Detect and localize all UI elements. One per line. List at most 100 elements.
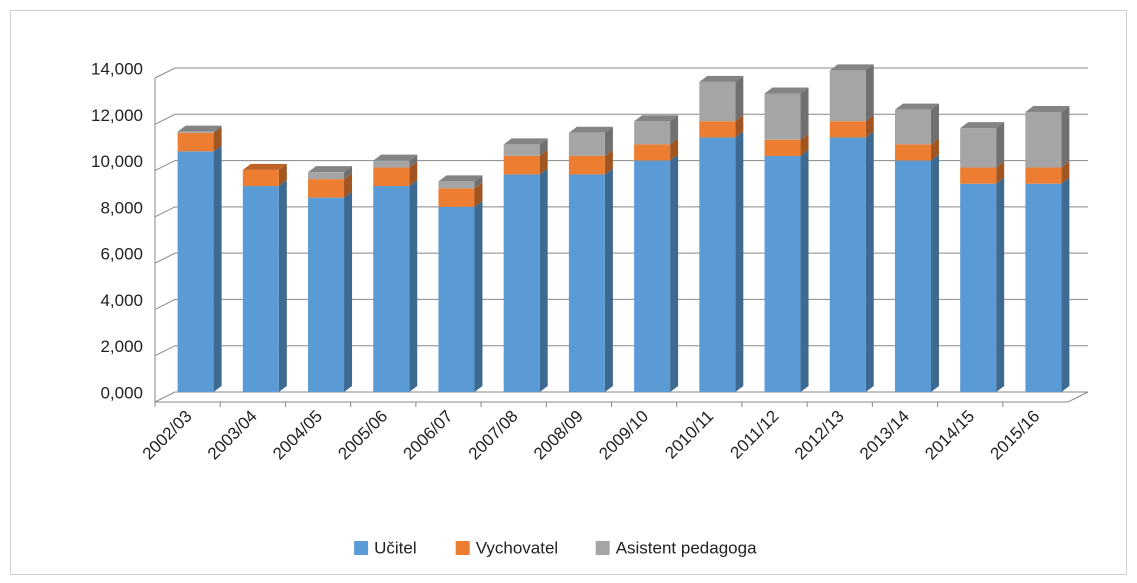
bar [503, 155, 540, 175]
bar-side [930, 138, 939, 161]
legend-label: Asistent pedagoga [616, 538, 757, 557]
bar-side [409, 154, 418, 168]
bar-side [604, 149, 613, 175]
bar [960, 183, 997, 392]
bar-side [865, 131, 874, 392]
bar [699, 81, 736, 122]
bar-side [670, 138, 679, 161]
bar-side [800, 87, 809, 140]
bar-side [865, 115, 874, 138]
bar [1025, 183, 1062, 392]
bar-side [670, 115, 679, 145]
bar [373, 167, 410, 187]
bar-side [344, 173, 353, 198]
bar-top [503, 138, 548, 145]
bar-top [699, 75, 744, 82]
bar [438, 188, 475, 207]
bar [634, 144, 671, 161]
bar [634, 121, 671, 145]
bar [634, 160, 671, 392]
bar [829, 70, 866, 122]
bar [308, 197, 345, 392]
bar-top [634, 115, 679, 122]
legend-label: Vychovatel [476, 538, 559, 557]
y-tick-label: 10,000 [91, 152, 143, 171]
bar-side [930, 103, 939, 145]
bar-side [278, 163, 287, 187]
bar [1025, 111, 1062, 168]
bar [242, 186, 279, 392]
bar [438, 206, 475, 392]
bar-side [474, 182, 483, 207]
bar-top [829, 64, 874, 71]
bar-side [213, 145, 222, 392]
bar-top [894, 103, 939, 110]
bar-top [568, 126, 613, 133]
bar [373, 186, 410, 392]
legend-swatch [354, 541, 369, 555]
bar [764, 139, 801, 156]
bar-side [735, 131, 744, 392]
bar [242, 169, 279, 187]
bar [699, 137, 736, 392]
bar [503, 144, 540, 156]
bar-top [177, 125, 222, 132]
bar-top [764, 87, 809, 94]
bar-top [960, 122, 1005, 129]
bar-side [1061, 161, 1070, 184]
bar-top [242, 163, 287, 170]
legend-swatch [595, 541, 610, 555]
bar-side [539, 168, 548, 392]
legend-swatch [455, 541, 470, 555]
bar-side [865, 64, 874, 122]
bar-side [213, 126, 222, 152]
bar-side [670, 154, 679, 392]
y-tick-label: 14,000 [91, 59, 143, 78]
bar-side [409, 180, 418, 392]
bar [894, 160, 931, 392]
bar [568, 174, 605, 392]
bar-side [996, 177, 1005, 392]
bar [1025, 167, 1062, 184]
bar-side [735, 75, 744, 122]
bar [438, 181, 475, 189]
y-tick-label: 6,000 [100, 245, 143, 264]
bar [308, 172, 345, 180]
bar-side [344, 166, 353, 180]
bar [894, 109, 931, 145]
bar-side [539, 138, 548, 156]
bar-side [1061, 177, 1070, 392]
bar [764, 93, 801, 140]
bar-side [800, 149, 809, 392]
bar [894, 144, 931, 161]
grid-line [154, 67, 1088, 79]
y-tick-label: 4,000 [100, 291, 143, 310]
bar [177, 151, 214, 392]
bar [829, 121, 866, 138]
bar-side [344, 191, 353, 392]
bar-side [604, 126, 613, 156]
legend-label: Učitel [374, 538, 417, 557]
x-axis [155, 391, 1089, 403]
bar [177, 131, 214, 133]
y-tick-label: 2,000 [100, 337, 143, 356]
bar-side [996, 122, 1005, 168]
y-tick-label: 12,000 [91, 106, 143, 125]
bar [829, 137, 866, 392]
bar [764, 155, 801, 392]
bar [960, 128, 997, 168]
bar-side [278, 180, 287, 392]
bar [308, 179, 345, 198]
bar-side [996, 161, 1005, 184]
bar-side [800, 133, 809, 156]
bar-side [213, 125, 222, 133]
bar-top [438, 175, 483, 182]
bar-top [308, 166, 353, 173]
bar [960, 167, 997, 184]
bar-side [474, 175, 483, 189]
bar-top [373, 154, 418, 161]
y-tick-label: 0,000 [100, 383, 143, 402]
bar-side [1061, 105, 1070, 168]
bar-top [1025, 105, 1070, 112]
